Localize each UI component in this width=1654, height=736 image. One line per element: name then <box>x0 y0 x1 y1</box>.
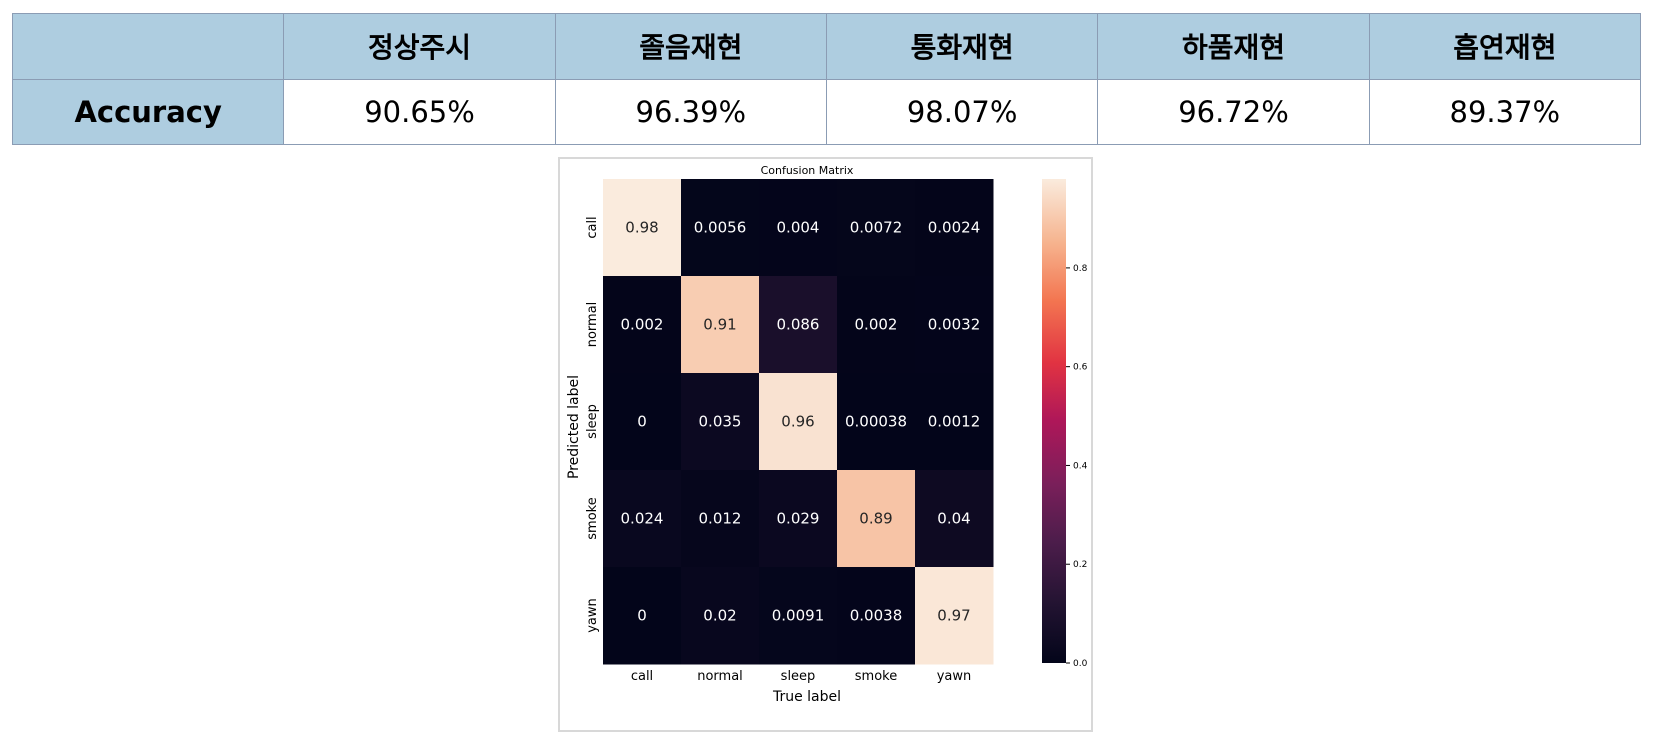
heatmap-cell-label: 0.0032 <box>928 316 981 334</box>
y-tick-label: yawn <box>585 598 600 633</box>
heatmap-cell <box>915 179 994 277</box>
heatmap-cell-label: 0.012 <box>699 510 742 528</box>
heatmap-cell <box>837 567 916 665</box>
heatmap-cell <box>603 373 682 471</box>
y-tick-label: call <box>585 216 600 238</box>
heatmap-cell-label: 0.0056 <box>694 219 747 237</box>
heatmap-cell <box>681 179 760 277</box>
x-tick-label: sleep <box>781 669 816 684</box>
accuracy-value: 90.65% <box>283 78 556 145</box>
header-cell: 흡연재현 <box>1368 13 1642 80</box>
heatmap-cell-label: 0.0038 <box>850 607 903 625</box>
y-tick-label: smoke <box>585 497 600 539</box>
y-tick-label: sleep <box>585 404 600 439</box>
heatmap-cell <box>915 470 994 568</box>
heatmap-cell <box>915 373 994 471</box>
accuracy-value: 96.39% <box>554 78 827 145</box>
accuracy-table-header-row: 정상주시 졸음재현 통화재현 하품재현 흡연재현 <box>11 13 1642 80</box>
header-cell-empty <box>11 13 285 80</box>
heatmap-cell <box>837 276 916 374</box>
heatmap-cell <box>681 276 760 374</box>
x-tick-labels: call normal sleep smoke yawn <box>631 669 971 684</box>
heatmap-cell <box>759 373 838 471</box>
heatmap-cell-label: 0.0091 <box>772 607 825 625</box>
x-tick-label: call <box>631 669 653 684</box>
colorbar-tick-label: 0.2 <box>1073 560 1087 570</box>
colorbar-tick-label: 0.8 <box>1073 264 1088 274</box>
colorbar-tick-label: 0.6 <box>1073 363 1088 373</box>
heatmap-cell-label: 0.0012 <box>928 413 981 431</box>
heatmap-cell <box>759 179 838 277</box>
heatmap-cell-label: 0.035 <box>699 413 742 431</box>
heatmap-cell-label: 0.97 <box>937 607 970 625</box>
y-tick-labels: call normal sleep smoke yawn <box>585 216 600 632</box>
heatmap-cell-label: 0.02 <box>703 607 736 625</box>
heatmap-cell <box>837 179 916 277</box>
header-cell: 졸음재현 <box>554 13 827 80</box>
heatmap-cell-label: 0.029 <box>777 510 820 528</box>
header-cell: 정상주시 <box>283 13 556 80</box>
heatmap-cell-label: 0.004 <box>777 219 820 237</box>
heatmap-cell <box>681 470 760 568</box>
heatmap-cell <box>837 470 916 568</box>
chart-title: Confusion Matrix <box>761 164 854 177</box>
y-axis-label: Predicted label <box>566 375 582 479</box>
heatmap-cell-label: 0 <box>637 607 647 625</box>
colorbar-ticks: 0.0 0.2 0.4 0.6 0.8 <box>1066 264 1088 669</box>
heatmap-cell-label: 0.002 <box>621 316 664 334</box>
heatmap-cell <box>915 276 994 374</box>
accuracy-table: 정상주시 졸음재현 통화재현 하품재현 흡연재현 Accuracy 90.65%… <box>11 13 1642 145</box>
heatmap-cell-label: 0.89 <box>859 510 892 528</box>
heatmap-cell-label: 0.91 <box>703 316 736 334</box>
heatmap-cell <box>759 276 838 374</box>
colorbar-tick-label: 0.0 <box>1073 659 1088 669</box>
header-cell: 하품재현 <box>1097 13 1370 80</box>
heatmap-cell-label: 0.96 <box>781 413 814 431</box>
x-tick-label: normal <box>697 669 743 684</box>
heatmap-cell <box>837 373 916 471</box>
heatmap-cell <box>603 567 682 665</box>
heatmap-cell <box>603 179 682 277</box>
heatmap-cell <box>681 373 760 471</box>
accuracy-row-label: Accuracy <box>11 78 285 145</box>
heatmap-cell-label: 0.00038 <box>845 413 907 431</box>
confusion-matrix-chart: 0.98 0.0056 0.004 0.0072 0.0024 0.002 0.91 0.08… <box>566 164 1088 705</box>
accuracy-value: 96.72% <box>1097 78 1370 145</box>
heatmap-cell-label: 0.024 <box>621 510 664 528</box>
heatmap-cell-label: 0 <box>637 413 647 431</box>
heatmap-cell <box>603 276 682 374</box>
heatmap-cell-label: 0.0072 <box>850 219 903 237</box>
heatmap-cell-labels: 0.98 0.0056 0.004 0.0072 0.0024 0.002 0.91 0.08… <box>621 219 981 625</box>
heatmap-cell <box>915 567 994 665</box>
heatmap-cell <box>759 470 838 568</box>
colorbar <box>1042 179 1066 663</box>
heatmap-cell-label: 0.0024 <box>928 219 981 237</box>
heatmap-cell-label: 0.002 <box>855 316 898 334</box>
x-tick-label: yawn <box>937 669 972 684</box>
colorbar-tick-label: 0.4 <box>1073 461 1088 471</box>
heatmap-cell-label: 0.98 <box>625 219 658 237</box>
heatmap-cell-label: 0.04 <box>937 510 970 528</box>
accuracy-row: Accuracy 90.65% 96.39% 98.07% 96.72% 89.… <box>11 78 1642 145</box>
x-tick-label: smoke <box>855 669 897 684</box>
confusion-matrix-figure: 0.98 0.0056 0.004 0.0072 0.0024 0.002 0.91 0.08… <box>558 157 1093 732</box>
accuracy-value: 98.07% <box>825 78 1099 145</box>
heatmap-cells <box>603 179 994 665</box>
heatmap-cell <box>759 567 838 665</box>
heatmap-cell <box>681 567 760 665</box>
header-cell: 통화재현 <box>825 13 1099 80</box>
accuracy-value: 89.37% <box>1368 78 1642 145</box>
x-axis-label: True label <box>772 689 841 705</box>
y-tick-label: normal <box>585 302 600 348</box>
heatmap-cell <box>603 470 682 568</box>
heatmap-cell-label: 0.086 <box>777 316 820 334</box>
